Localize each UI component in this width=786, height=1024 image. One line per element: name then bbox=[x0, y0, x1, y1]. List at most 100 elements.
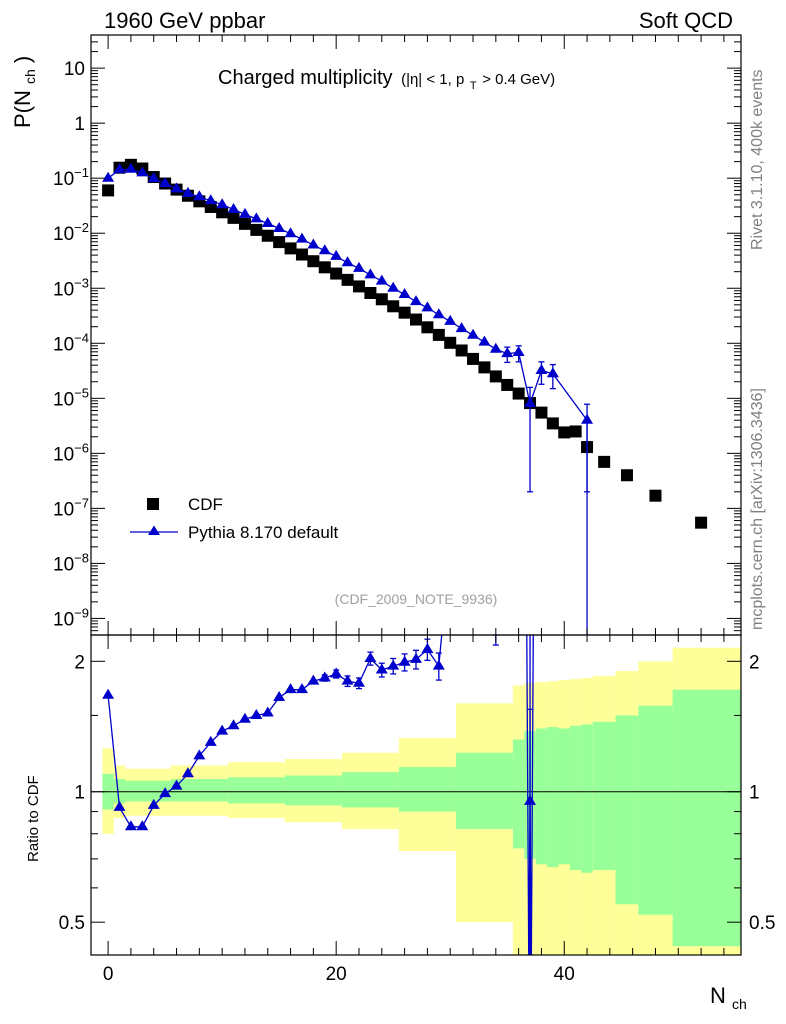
main-ylabel-main: P(N bbox=[10, 90, 35, 128]
main-ytick-label: 10−4 bbox=[53, 330, 89, 355]
cdf-point bbox=[273, 236, 286, 249]
ratio-point bbox=[204, 735, 217, 746]
pythia-point bbox=[387, 281, 400, 292]
pythia-point bbox=[467, 328, 480, 339]
pythia-point bbox=[204, 194, 217, 205]
main-ytick-exponent: −2 bbox=[74, 220, 89, 235]
uncertainty-band-inner bbox=[398, 767, 456, 812]
ratio-ylabel: Ratio to CDF bbox=[25, 775, 42, 862]
cdf-point bbox=[238, 217, 251, 230]
chart-title: Charged multiplicity bbox=[218, 67, 393, 89]
pythia-point bbox=[444, 314, 457, 325]
cdf-point bbox=[330, 267, 343, 280]
ratio-xlabel: N ch bbox=[710, 983, 747, 1012]
cdf-point bbox=[318, 261, 331, 274]
cdf-point bbox=[432, 328, 445, 341]
cdf-point bbox=[421, 321, 434, 334]
uncertainty-band-inner bbox=[581, 724, 593, 873]
ratio-xlabel-sub: ch bbox=[732, 996, 747, 1012]
uncertainty-band-inner bbox=[170, 779, 228, 802]
main-ytick-label: 10 bbox=[64, 59, 85, 80]
uncertainty-band-inner bbox=[615, 715, 639, 905]
legend-data-label: CDF bbox=[188, 495, 223, 514]
ratio-point bbox=[284, 683, 297, 694]
uncertainty-band-inner bbox=[455, 752, 513, 830]
uncertainty-band-inner bbox=[341, 772, 399, 808]
pythia-point bbox=[181, 186, 194, 197]
main-ytick-mantissa: 10 bbox=[53, 554, 74, 575]
ratio-point bbox=[375, 663, 388, 674]
cdf-point bbox=[250, 223, 263, 236]
pythia-point bbox=[375, 274, 388, 285]
cdf-point bbox=[467, 352, 480, 365]
ratio-xtick-label: 20 bbox=[326, 964, 347, 985]
pythia-point bbox=[512, 345, 525, 356]
pythia-point bbox=[227, 202, 240, 213]
ratio-ytick-label-right: 0.5 bbox=[749, 913, 775, 934]
uncertainty-band-inner bbox=[535, 728, 548, 865]
ratio-point bbox=[261, 706, 274, 717]
ratio-point bbox=[147, 798, 160, 809]
uncertainty-band-inner bbox=[227, 777, 285, 804]
main-ytick-mantissa: 10 bbox=[53, 389, 74, 410]
legend-mc-label: Pythia 8.170 default bbox=[188, 523, 339, 542]
pythia-point bbox=[524, 397, 537, 408]
cdf-point bbox=[695, 516, 708, 529]
ratio-point bbox=[102, 688, 115, 699]
main-frame bbox=[90, 34, 742, 636]
pythia-point bbox=[295, 232, 308, 243]
ratio-point bbox=[216, 724, 229, 735]
cdf-point bbox=[455, 344, 468, 357]
ratio-series-group bbox=[102, 618, 537, 955]
ratio-point bbox=[490, 618, 502, 628]
ratio-panel: 0.5 0.51 12 20 20 40 Ratio to CDF N ch bbox=[25, 618, 775, 1012]
pythia-point bbox=[341, 256, 354, 267]
ratio-ytick-label-right: 2 bbox=[749, 652, 760, 673]
main-ytick-mantissa: 10 bbox=[53, 334, 74, 355]
pythia-point bbox=[501, 347, 514, 358]
cdf-point bbox=[489, 370, 502, 383]
cdf-point bbox=[398, 306, 411, 319]
ratio-point bbox=[238, 712, 251, 723]
pythia-point bbox=[410, 295, 422, 306]
ratio-point bbox=[193, 749, 206, 760]
pythia-point bbox=[318, 244, 331, 255]
chart-subtitle-b: > 0.4 GeV) bbox=[482, 71, 555, 88]
cdf-point bbox=[410, 313, 422, 326]
legend: CDF Pythia 8.170 default bbox=[130, 495, 339, 542]
pythia-point bbox=[307, 238, 320, 249]
ratio-point bbox=[352, 676, 365, 687]
ratio-point bbox=[273, 691, 286, 702]
pythia-point bbox=[398, 287, 411, 298]
main-ytick-label: 10−1 bbox=[53, 165, 89, 190]
ratio-point bbox=[170, 779, 183, 790]
ratio-point bbox=[113, 800, 126, 811]
cdf-point bbox=[307, 255, 320, 268]
main-ylabel-close: ) bbox=[10, 56, 35, 63]
cdf-point bbox=[535, 406, 548, 419]
main-ytick-exponent: −7 bbox=[74, 495, 89, 510]
ratio-point bbox=[432, 659, 445, 670]
uncertainty-band-inner bbox=[512, 739, 525, 849]
ratio-point bbox=[387, 659, 400, 670]
ratio-point bbox=[136, 820, 149, 831]
cdf-point bbox=[558, 426, 571, 439]
pythia-point bbox=[284, 227, 297, 238]
cdf-point bbox=[598, 455, 611, 468]
pythia-point bbox=[159, 177, 172, 188]
cdf-point bbox=[261, 229, 274, 242]
cdf-point bbox=[352, 280, 365, 293]
rivet-info: Rivet 3.1.10, 400k events bbox=[749, 69, 766, 250]
pythia-point bbox=[581, 413, 594, 424]
ratio-point bbox=[124, 820, 137, 831]
cdf-point bbox=[444, 336, 457, 349]
legend-mc-marker bbox=[148, 525, 160, 535]
cdf-point bbox=[364, 286, 377, 299]
cdf-point bbox=[102, 184, 115, 197]
pythia-point bbox=[432, 308, 445, 319]
uncertainty-band-inner bbox=[113, 779, 126, 804]
main-ytick-exponent: −3 bbox=[74, 275, 89, 290]
pythia-point bbox=[124, 162, 137, 173]
cdf-point bbox=[216, 206, 229, 219]
ratio-point bbox=[181, 767, 194, 778]
